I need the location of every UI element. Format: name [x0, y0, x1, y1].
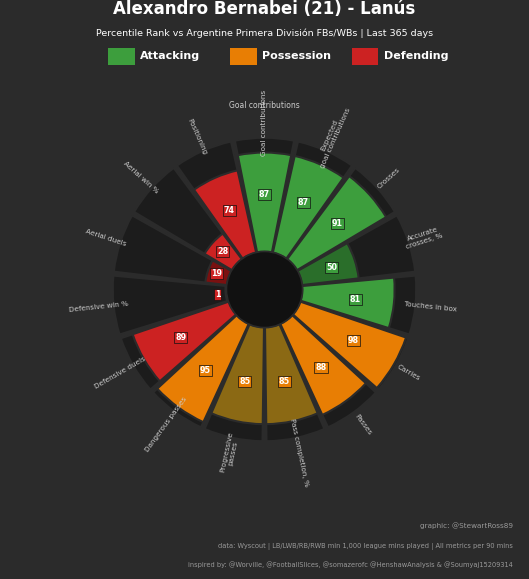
Wedge shape	[205, 324, 264, 441]
Text: Carries: Carries	[397, 364, 422, 382]
Circle shape	[226, 251, 303, 328]
Text: Expected
goal contributions: Expected goal contributions	[313, 105, 352, 170]
Wedge shape	[300, 277, 395, 328]
Wedge shape	[113, 276, 229, 335]
Text: inspired by: @Worville, @FootballSlices, @somazerofc @HenshawAnalysis & @Soumyaj: inspired by: @Worville, @FootballSlices,…	[188, 562, 513, 569]
Wedge shape	[114, 215, 231, 285]
FancyBboxPatch shape	[352, 48, 378, 65]
Text: Aerial duels: Aerial duels	[85, 229, 127, 247]
Wedge shape	[265, 324, 324, 441]
Text: 85: 85	[240, 377, 251, 386]
Text: Dangerous passes: Dangerous passes	[144, 396, 188, 453]
Text: 91: 91	[332, 219, 343, 229]
FancyBboxPatch shape	[108, 48, 135, 65]
Wedge shape	[177, 141, 256, 258]
FancyBboxPatch shape	[230, 48, 257, 65]
Text: 89: 89	[175, 334, 186, 342]
Wedge shape	[153, 315, 249, 427]
Text: 74: 74	[224, 206, 235, 215]
Text: 88: 88	[315, 362, 326, 372]
Text: 28: 28	[217, 247, 228, 256]
Text: 85: 85	[278, 377, 289, 386]
Text: Positioning: Positioning	[186, 118, 207, 156]
Text: Accurate
crosses, %: Accurate crosses, %	[403, 226, 443, 250]
Wedge shape	[205, 261, 231, 285]
Wedge shape	[205, 233, 242, 270]
Wedge shape	[300, 276, 416, 335]
Text: Attacking: Attacking	[140, 52, 200, 61]
Text: Percentile Rank vs Argentine Primera División FBs/WBs | Last 365 days: Percentile Rank vs Argentine Primera Div…	[96, 28, 433, 38]
Wedge shape	[273, 141, 352, 258]
Text: Defending: Defending	[384, 52, 448, 61]
Text: 95: 95	[200, 367, 211, 375]
Wedge shape	[293, 302, 406, 388]
Text: 19: 19	[211, 269, 222, 278]
Wedge shape	[157, 315, 249, 422]
Text: Pass completion, %: Pass completion, %	[289, 418, 309, 488]
Text: data: Wyscout | LB/LWB/RB/RWB min 1,000 league mins played | All metrics per 90 : data: Wyscout | LB/LWB/RB/RWB min 1,000 …	[218, 543, 513, 550]
Wedge shape	[235, 138, 294, 252]
Text: 50: 50	[326, 263, 338, 272]
Wedge shape	[287, 176, 386, 270]
Wedge shape	[280, 315, 366, 415]
Text: Goal contributions: Goal contributions	[261, 90, 268, 156]
Text: Crosses: Crosses	[376, 166, 401, 189]
Wedge shape	[133, 302, 236, 382]
Wedge shape	[238, 152, 291, 252]
Text: Defensive duels: Defensive duels	[94, 356, 147, 390]
Wedge shape	[134, 168, 242, 270]
Wedge shape	[121, 302, 236, 390]
Wedge shape	[265, 324, 317, 424]
Text: Possession: Possession	[262, 52, 331, 61]
Text: 87: 87	[259, 190, 270, 199]
Wedge shape	[280, 315, 376, 427]
Text: 87: 87	[298, 198, 309, 207]
Wedge shape	[225, 286, 229, 301]
Text: Alexandro Bernabei (21) - Lanús: Alexandro Bernabei (21) - Lanús	[113, 0, 416, 18]
Text: Aerial win %: Aerial win %	[122, 161, 159, 195]
Text: Touches in box: Touches in box	[404, 301, 457, 313]
Wedge shape	[298, 215, 415, 285]
Text: Progressive
passes: Progressive passes	[219, 431, 241, 475]
Text: 98: 98	[348, 336, 359, 345]
Wedge shape	[273, 156, 343, 258]
Wedge shape	[212, 324, 264, 424]
Wedge shape	[293, 302, 408, 390]
Text: Defensive win %: Defensive win %	[68, 301, 129, 313]
Wedge shape	[194, 170, 256, 258]
Text: Passes: Passes	[353, 413, 372, 436]
Text: Goal contributions: Goal contributions	[229, 101, 300, 111]
Wedge shape	[287, 168, 395, 270]
Text: 1: 1	[215, 290, 221, 299]
Text: graphic: @StewartRoss89: graphic: @StewartRoss89	[420, 522, 513, 529]
Text: 81: 81	[350, 295, 361, 303]
Wedge shape	[298, 243, 359, 285]
